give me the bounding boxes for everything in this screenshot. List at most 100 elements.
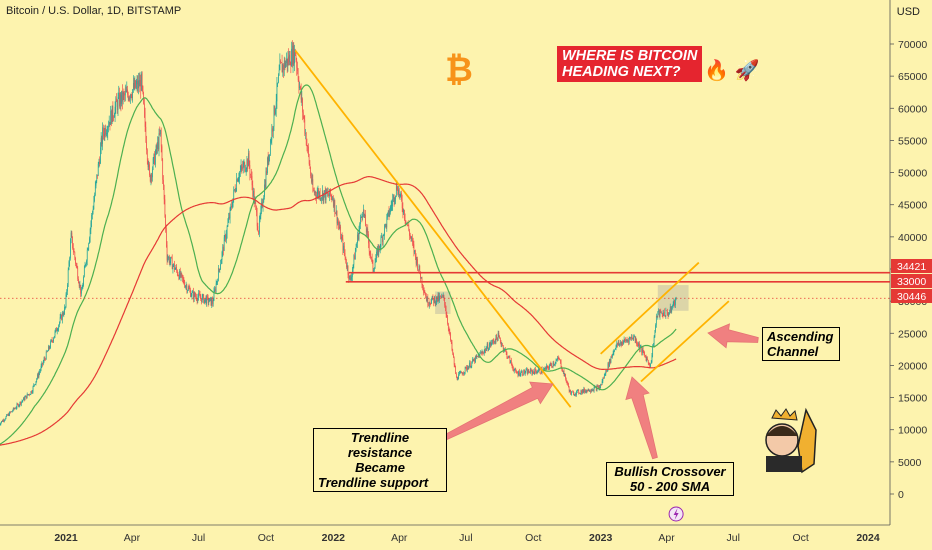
candle-body <box>491 340 493 343</box>
candle-body <box>259 216 261 220</box>
candle-body <box>592 389 593 391</box>
candle-body <box>94 195 95 202</box>
candle-body <box>592 389 594 391</box>
candle-body <box>309 163 311 169</box>
candle-body <box>174 263 175 270</box>
candle-body <box>409 235 411 237</box>
candle-body <box>313 190 314 192</box>
candle-body <box>220 259 222 265</box>
candle-body <box>568 383 569 388</box>
candle-body <box>626 339 628 341</box>
candle-body <box>528 370 530 373</box>
candle-body <box>416 259 418 264</box>
candle-body <box>20 401 22 405</box>
candle-body <box>215 283 217 291</box>
candle-body <box>154 153 155 165</box>
candle-body <box>112 105 114 118</box>
channel-callout: Ascending Channel <box>762 327 840 361</box>
candle-body <box>195 296 196 297</box>
candle-body <box>605 370 607 375</box>
candle-body <box>496 335 498 338</box>
candle-body <box>585 390 587 393</box>
candle-body <box>29 394 30 395</box>
candle-body <box>664 311 665 316</box>
candle-body <box>536 372 538 374</box>
candle-body <box>518 371 519 376</box>
price-axis[interactable]: 0500010000150002000025000300003500040000… <box>890 39 932 501</box>
candle-body <box>395 195 396 200</box>
candle-body <box>488 348 489 350</box>
candle-body <box>535 371 537 374</box>
candle-body <box>220 264 221 270</box>
candle-body <box>166 244 168 261</box>
candle-body <box>226 226 228 235</box>
candle-body <box>65 294 67 307</box>
candle-body <box>150 174 152 182</box>
candle-body <box>438 294 440 301</box>
candle-body <box>367 228 369 235</box>
candle-body <box>652 346 654 356</box>
candle-body <box>227 222 229 227</box>
candle-body <box>56 330 58 332</box>
candle-body <box>497 337 498 341</box>
candle-body <box>266 171 268 173</box>
candle-body <box>338 221 339 225</box>
candle-body <box>492 340 494 342</box>
candle-body <box>610 356 612 363</box>
candle-body <box>554 363 556 364</box>
candle-body <box>108 126 109 128</box>
candle-body <box>230 205 232 208</box>
headline-box: WHERE IS BITCOIN HEADING NEXT? <box>557 46 703 82</box>
time-tick-label: Oct <box>792 532 808 544</box>
candle-body <box>97 174 98 176</box>
candle-body <box>376 251 377 259</box>
candle-body <box>72 247 74 251</box>
candle-body <box>265 171 267 188</box>
candle-body <box>142 86 144 93</box>
time-tick-label: 2024 <box>856 532 880 544</box>
candle-body <box>306 145 308 147</box>
candle-body <box>627 340 629 341</box>
candle-body <box>604 374 606 375</box>
candle-body <box>147 160 149 168</box>
price-tick-label: 60000 <box>898 103 927 115</box>
candle-body <box>331 196 333 200</box>
candle-body <box>275 109 276 114</box>
candle-body <box>129 97 131 99</box>
candle-body <box>289 54 291 66</box>
candle-body <box>298 80 300 89</box>
candle-body <box>546 365 547 370</box>
candle-body <box>189 288 191 291</box>
time-tick-label: Oct <box>258 532 274 544</box>
candle-body <box>311 179 313 182</box>
candle-body <box>675 299 676 306</box>
candle-body <box>243 162 245 165</box>
candle-body <box>601 384 602 385</box>
candle-body <box>379 247 381 249</box>
candle-body <box>607 363 609 371</box>
candle-body <box>666 310 668 314</box>
candle-body <box>439 296 441 297</box>
candle-body <box>83 268 85 277</box>
candle-body <box>204 299 205 303</box>
candle-body <box>471 362 473 366</box>
candle-body <box>320 198 322 200</box>
candle-body <box>183 279 185 284</box>
candle-body <box>69 258 71 263</box>
candle-body <box>176 270 178 275</box>
candle-body <box>370 253 372 258</box>
candle-body <box>332 198 333 200</box>
candle-body <box>105 127 106 135</box>
candle-body <box>619 343 621 345</box>
candle-body <box>296 60 298 68</box>
candle-body <box>389 212 391 217</box>
candle-body <box>250 174 251 176</box>
candle-body <box>280 60 281 63</box>
candle-body <box>319 192 321 200</box>
candle-body <box>539 369 541 373</box>
candle-body <box>42 362 43 365</box>
time-axis[interactable]: 2021 Apr Jul Oct 2022 Apr Jul Oct 2023 Apr Jul Oct 2… <box>54 532 880 544</box>
candle-body <box>41 362 43 366</box>
candle-body <box>302 112 304 117</box>
